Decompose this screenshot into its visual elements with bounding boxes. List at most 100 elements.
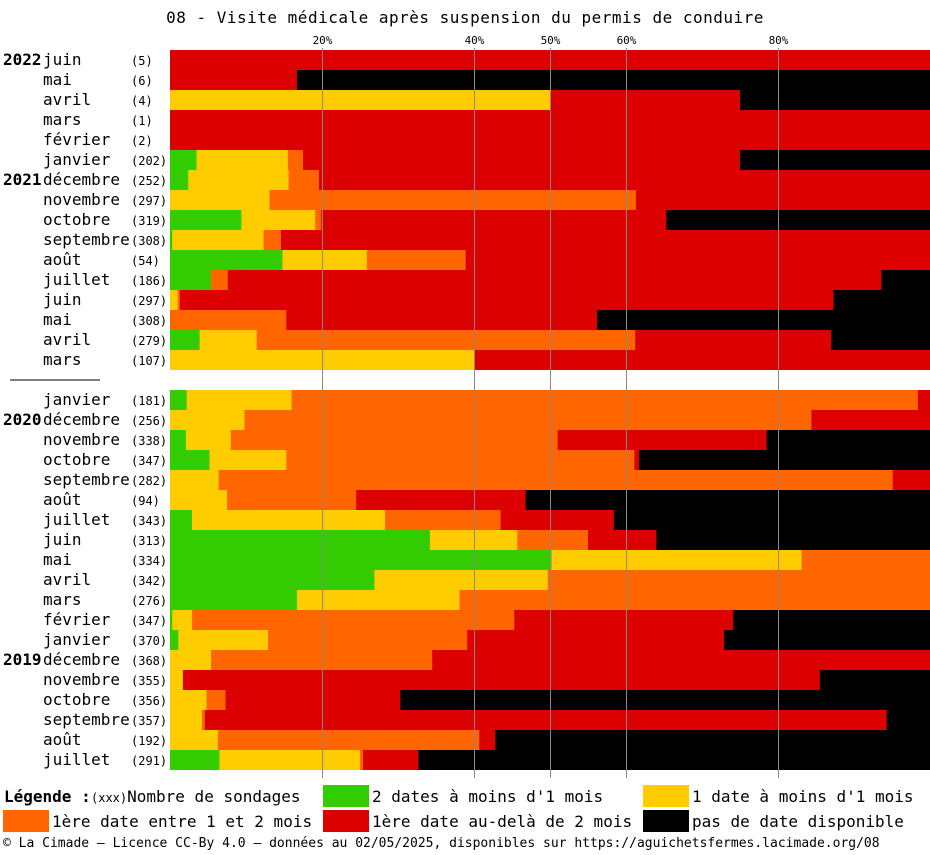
bar-segment — [170, 550, 552, 570]
bar-segment — [170, 290, 178, 310]
bar-segment — [597, 310, 930, 330]
month-label: mai — [43, 70, 72, 89]
count-label: (5) — [131, 54, 153, 68]
month-label: août — [43, 490, 82, 509]
bar-segment — [547, 570, 930, 590]
footer-credits: © La Cimade — Licence CC-By 4.0 — donnée… — [3, 836, 880, 851]
bar-segment — [635, 330, 832, 350]
count-label: (6) — [131, 74, 153, 88]
month-label: septembre — [43, 230, 130, 249]
bar-segment — [831, 330, 930, 350]
count-label: (2) — [131, 134, 153, 148]
month-label: février — [43, 610, 111, 629]
legend-swatch-yellow — [643, 785, 689, 807]
bar-segment — [172, 610, 193, 630]
year-label: 2022 — [3, 50, 42, 69]
count-label: (186) — [131, 274, 167, 288]
count-label: (107) — [131, 354, 167, 368]
bar-segment — [172, 230, 264, 250]
bar-segment — [230, 430, 558, 450]
month-label: mars — [43, 590, 82, 609]
bar-segment — [740, 150, 930, 170]
count-label: (338) — [131, 434, 167, 448]
legend-label: 2 dates à moins d'1 mois — [372, 786, 604, 806]
legend-swatch-red — [323, 810, 369, 832]
bar-segment — [170, 610, 173, 630]
bar-segment — [170, 430, 187, 450]
bar-segment — [217, 730, 480, 750]
x-tick-label: 20% — [313, 34, 333, 47]
bar-segment — [170, 450, 210, 470]
bar-segment — [801, 550, 930, 570]
count-label: (94) — [131, 494, 160, 508]
bar-segment — [256, 330, 636, 350]
bar-segment — [170, 750, 220, 770]
bar-segment — [170, 530, 431, 550]
bar-segment — [177, 290, 181, 310]
month-label: novembre — [43, 670, 120, 689]
count-label: (279) — [131, 334, 167, 348]
count-label: (357) — [131, 714, 167, 728]
month-label: juillet — [43, 750, 110, 769]
bar-segment — [241, 210, 316, 230]
bar-segment — [432, 650, 930, 670]
bar-segment — [356, 490, 526, 510]
bar-segment — [892, 470, 930, 490]
bar-segment — [170, 150, 197, 170]
bar-segment — [170, 630, 179, 650]
bar-segment — [833, 290, 930, 310]
bar-segment — [227, 270, 882, 290]
x-tick-label: 40% — [465, 34, 485, 47]
legend-count-label: Nombre de sondages — [127, 787, 301, 806]
bar-segment — [550, 90, 741, 110]
month-label: octobre — [43, 450, 110, 469]
bar-segment — [179, 290, 834, 310]
bar-segment — [192, 510, 386, 530]
legend-item-two-dates: 2 dates à moins d'1 mois — [323, 785, 603, 807]
month-label: janvier — [43, 150, 111, 169]
bar-segment — [185, 430, 232, 450]
count-label: (319) — [131, 214, 167, 228]
bar-segment — [186, 390, 292, 410]
stacked-bar-chart: 2022 juin (5)mai (6)avril (4)mars (1)février(… — [3, 34, 930, 778]
bar-segment — [211, 650, 433, 670]
bar-segment — [366, 250, 466, 270]
month-label: juin — [43, 290, 82, 309]
bar-segment — [288, 170, 320, 190]
bar-segment — [286, 310, 598, 330]
month-label: mars — [43, 110, 82, 129]
legend-swatch-black — [643, 810, 689, 832]
month-label: octobre — [43, 690, 110, 709]
count-label: (1) — [131, 114, 153, 128]
bar-segment — [206, 690, 226, 710]
bar-segment — [733, 610, 930, 630]
bar-segment — [268, 630, 468, 650]
count-label: (370) — [131, 634, 167, 648]
count-label: (297) — [131, 194, 167, 208]
legend-label: pas de date disponible — [692, 811, 904, 831]
month-label: mai — [43, 550, 72, 569]
chart-title: 08 - Visite médicale après suspension du… — [166, 8, 764, 27]
count-label: (252) — [131, 174, 167, 188]
month-label: juin — [43, 50, 82, 69]
count-label: (4) — [131, 94, 153, 108]
count-label: (202) — [131, 154, 167, 168]
bar-segment — [917, 390, 930, 410]
bar-segment — [170, 470, 219, 490]
legend-item-one-date: 1 date à moins d'1 mois — [643, 785, 914, 807]
bar-segment — [551, 550, 802, 570]
bar-segment — [495, 730, 930, 750]
bar-segment — [280, 230, 930, 250]
x-tick-label: 50% — [541, 34, 561, 47]
bar-segment — [321, 210, 667, 230]
bar-segment — [192, 610, 515, 630]
bar-segment — [188, 170, 289, 190]
bar-segment — [170, 310, 287, 330]
month-label: août — [43, 730, 82, 749]
bar-segment — [886, 710, 930, 730]
month-label: février — [43, 130, 111, 149]
month-label: novembre — [43, 190, 120, 209]
bar-segment — [196, 150, 289, 170]
bar-segment — [525, 490, 930, 510]
count-label: (297) — [131, 294, 167, 308]
